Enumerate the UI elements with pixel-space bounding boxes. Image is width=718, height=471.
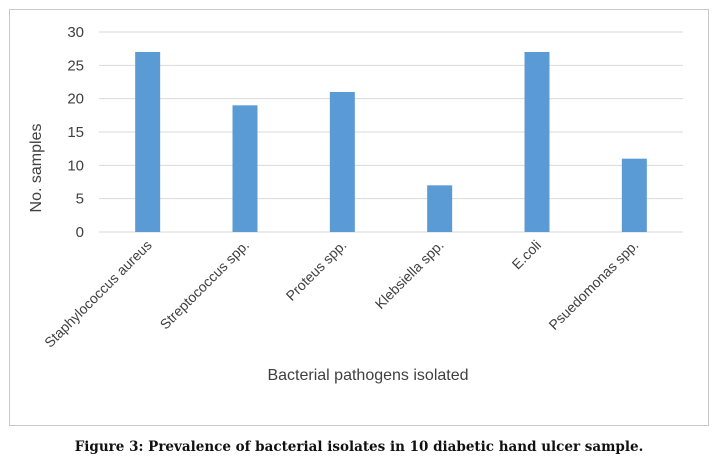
bar — [135, 52, 161, 232]
y-axis-label: No. samples — [28, 124, 45, 213]
y-tick-label: 10 — [67, 157, 84, 174]
bar — [232, 105, 258, 232]
x-tick-label: Klebsiella spp. — [372, 237, 447, 312]
x-tick-labels: Staphylococcus aureus Streptococcus spp. P… — [41, 237, 641, 351]
bar — [524, 52, 550, 232]
y-tick-labels: 0 5 10 15 20 25 30 — [67, 24, 84, 241]
y-tick-label: 5 — [76, 191, 84, 208]
x-tick-label: Staphylococcus aureus — [41, 237, 155, 351]
x-axis-label: Bacterial pathogens isolated — [267, 367, 468, 384]
figure-caption: Figure 3: Prevalence of bacterial isolat… — [74, 439, 644, 455]
x-tick-label: E.coli — [509, 237, 545, 273]
gridlines — [99, 31, 683, 233]
y-tick-label: 0 — [76, 224, 84, 241]
bars — [135, 52, 647, 232]
x-tick-label: Streptococcus spp. — [157, 237, 253, 333]
x-tick-label: Proteus spp. — [283, 237, 350, 304]
bar — [329, 92, 355, 232]
x-tick-label: Psuedomonas spp. — [545, 237, 641, 333]
y-tick-label: 20 — [67, 91, 84, 108]
y-tick-label: 25 — [67, 57, 84, 74]
bar — [621, 158, 647, 232]
chart-frame — [9, 9, 709, 426]
bar — [427, 185, 453, 232]
y-tick-label: 15 — [67, 124, 84, 141]
bar-chart: 0 5 10 15 20 25 30 Staphylococcus aureus Strept… — [28, 24, 683, 384]
y-tick-label: 30 — [67, 24, 84, 41]
